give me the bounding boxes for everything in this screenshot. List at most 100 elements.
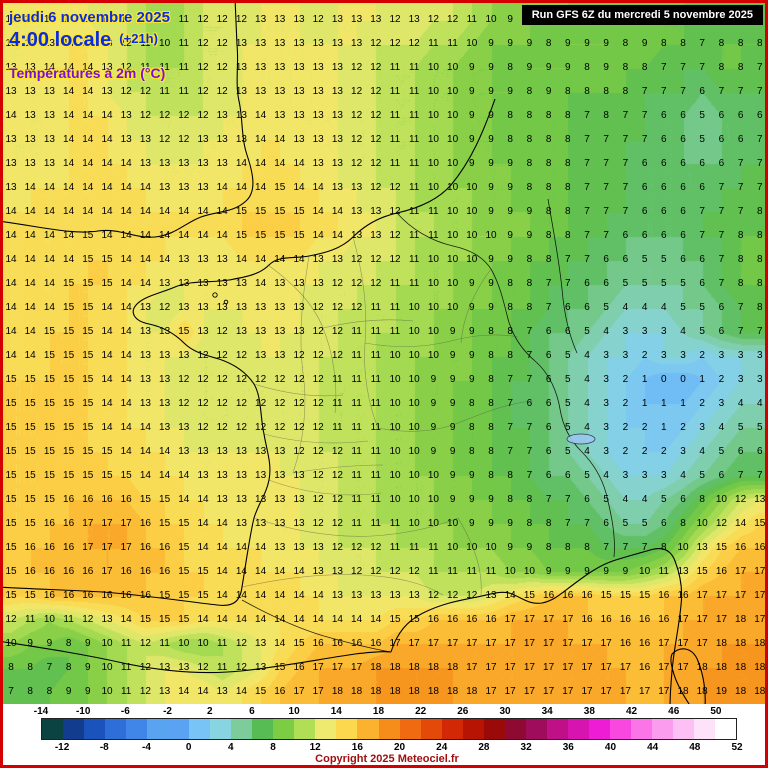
temp-value: 6	[699, 86, 705, 97]
legend-color-segment	[273, 719, 295, 739]
temp-value: 13	[101, 62, 113, 73]
temp-value: 14	[43, 206, 55, 217]
temp-value: 11	[370, 374, 381, 385]
temp-value: 10	[389, 398, 401, 409]
temp-value: 12	[255, 374, 267, 385]
temp-value: 13	[178, 302, 190, 313]
temp-value: 17	[677, 662, 689, 673]
temp-value: 9	[488, 62, 494, 73]
temp-value: 14	[43, 254, 55, 265]
temp-value: 17	[562, 662, 574, 673]
temp-value: 9	[488, 182, 494, 193]
temp-value: 17	[504, 662, 516, 673]
temp-value: 11	[389, 158, 401, 169]
temp-value: 13	[216, 302, 228, 313]
temp-value: 11	[408, 182, 420, 193]
temp-value: 7	[622, 158, 629, 169]
temp-value: 14	[216, 182, 228, 193]
temp-value: 14	[24, 326, 36, 337]
temp-value: 13	[216, 494, 228, 505]
legend-label: -14	[33, 706, 49, 717]
temp-value: 17	[581, 662, 593, 673]
temp-value: 17	[735, 566, 747, 577]
temp-value: 12	[197, 62, 209, 73]
legend-label: -4	[142, 742, 151, 753]
temp-value: 4	[584, 398, 590, 409]
temp-value: 13	[197, 134, 209, 145]
temp-value: 10	[408, 326, 420, 337]
temp-value: 5	[565, 374, 571, 385]
temp-value: 13	[178, 158, 190, 169]
temp-value: 12	[389, 230, 401, 241]
temp-value: 14	[120, 350, 132, 361]
temp-value: 11	[408, 254, 420, 265]
temp-value: 6	[680, 254, 686, 265]
temp-value: 6	[565, 470, 571, 481]
temp-value: 18	[715, 662, 727, 673]
temp-value: 8	[8, 662, 14, 673]
temp-value: 10	[466, 542, 478, 553]
legend-color-segment	[504, 719, 526, 739]
temp-value: 11	[658, 566, 669, 577]
temp-value: 7	[603, 134, 609, 145]
temp-value: 12	[466, 590, 478, 601]
temp-value: 3	[757, 350, 763, 361]
temp-value: 13	[312, 542, 324, 553]
temp-value: 8	[757, 38, 763, 49]
temp-value: 10	[389, 374, 401, 385]
temp-value: 16	[120, 590, 132, 601]
temp-value: 14	[235, 614, 247, 625]
temp-value: 2	[661, 446, 667, 457]
temp-value: 13	[216, 278, 228, 289]
temp-value: 7	[622, 110, 629, 121]
temp-value: 6	[737, 110, 744, 121]
temp-value: 13	[331, 38, 343, 49]
temp-value: 8	[545, 254, 552, 265]
temp-value: 14	[178, 494, 190, 505]
temp-value: 15	[255, 230, 267, 241]
temp-value: 15	[5, 422, 17, 433]
temp-value: 14	[24, 182, 36, 193]
temp-value: 15	[5, 494, 17, 505]
temperature-map-canvas[interactable]	[3, 3, 765, 707]
temp-value: 14	[139, 254, 151, 265]
temp-value: 8	[488, 446, 494, 457]
temp-value: 15	[5, 518, 17, 529]
temp-value: 11	[351, 422, 362, 433]
temp-value: 13	[159, 182, 171, 193]
temp-value: 9	[430, 422, 437, 433]
temp-value: 15	[523, 590, 535, 601]
temp-value: 6	[641, 182, 648, 193]
temp-value: 13	[235, 86, 247, 97]
temp-value: 12	[216, 374, 228, 385]
temp-value: 6	[699, 158, 705, 169]
temp-value: 11	[216, 662, 228, 673]
temp-value: 11	[370, 494, 381, 505]
temp-value: 16	[82, 494, 94, 505]
temp-value: 10	[715, 494, 727, 505]
temp-value: 8	[565, 158, 571, 169]
temp-value: 12	[312, 326, 324, 337]
temp-value: 12	[293, 446, 305, 457]
temp-value: 14	[101, 326, 113, 337]
temp-value: 18	[735, 638, 747, 649]
temp-value: 17	[82, 518, 94, 529]
temp-value: 13	[485, 590, 497, 601]
temp-value: 13	[274, 86, 286, 97]
temp-value: 13	[293, 326, 305, 337]
temp-value: 11	[389, 278, 401, 289]
temp-value: 13	[5, 86, 17, 97]
temp-value: 7	[699, 206, 705, 217]
temp-value: 16	[43, 542, 55, 553]
temp-value: 13	[159, 374, 171, 385]
temp-value: 12	[178, 134, 190, 145]
temp-value: 13	[178, 422, 190, 433]
temp-value: 13	[216, 470, 228, 481]
legend-color-segment	[315, 719, 337, 739]
temp-value: 11	[159, 638, 170, 649]
temp-value: 13	[235, 446, 247, 457]
temp-value: 10	[178, 638, 190, 649]
temp-value: 13	[43, 38, 55, 49]
temp-value: 12	[351, 254, 363, 265]
temp-value: 11	[370, 302, 381, 313]
